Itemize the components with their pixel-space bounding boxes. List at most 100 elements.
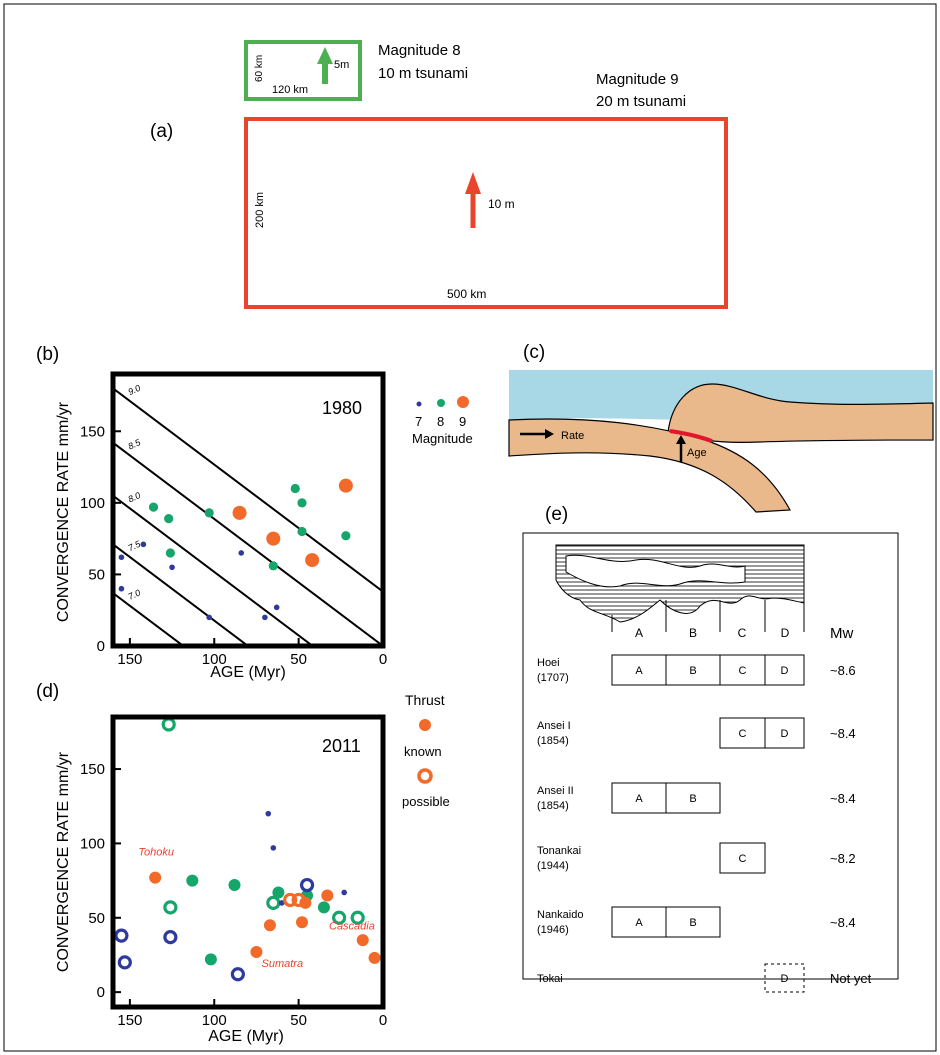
legend-mag8-label: 8 xyxy=(437,414,444,429)
rate-arrow-head xyxy=(545,429,554,439)
data-point-mag8 xyxy=(341,531,351,541)
segment-box-label: D xyxy=(781,728,789,740)
panel-b: (b) 9.08.58.07.57.0 150 100 50 0 050100150 … xyxy=(36,344,473,681)
event-name: Ansei II xyxy=(537,785,574,797)
legend-possible-label: possible xyxy=(402,794,450,809)
segment-box-label: D xyxy=(781,665,789,677)
event-row-hoei: Hoei (1707) A B C D ~8.6 xyxy=(537,654,856,686)
large-slip-label: 10 m xyxy=(488,197,515,211)
legend-title: Magnitude xyxy=(412,431,473,446)
contour-label: 8.0 xyxy=(126,490,142,504)
event-name: Ansei I xyxy=(537,720,571,732)
contour-line xyxy=(113,494,315,646)
data-point-known xyxy=(250,945,263,958)
data-point-green-hollow xyxy=(266,895,281,910)
figure-frame xyxy=(3,3,937,1052)
event-row-nankaido: Nankaido (1946) A B ~8.4 xyxy=(537,906,856,938)
event-name: Nankaido xyxy=(537,909,583,921)
data-point-mag8 xyxy=(164,513,174,524)
event-mw: ~8.2 xyxy=(830,851,856,866)
contour-line xyxy=(113,441,383,646)
d-legend-title: Thrust xyxy=(405,692,445,708)
segment-box-label: C xyxy=(739,853,747,865)
y-tick-label: 0 xyxy=(97,984,105,1001)
large-width-label: 500 km xyxy=(447,287,486,301)
event-year: (1854) xyxy=(537,800,569,812)
data-point-mag8 xyxy=(268,561,278,571)
d-annotations: Tohoku Sumatra Cascadia xyxy=(138,846,375,970)
segment-label-a: A xyxy=(635,626,643,640)
age-arrow-head xyxy=(676,435,686,444)
data-point-mag9 xyxy=(305,553,320,568)
data-point-mag9 xyxy=(266,531,281,546)
data-point-mag8 xyxy=(297,498,307,508)
d-year-label: 2011 xyxy=(322,736,361,756)
data-point-mag7 xyxy=(206,614,212,621)
segment-box-label: A xyxy=(635,917,643,929)
x-tick-label: 50 xyxy=(290,1012,307,1029)
event-mw: ~8.4 xyxy=(830,791,856,806)
event-row-ansei-i: Ansei I (1854) C D ~8.4 xyxy=(537,717,856,749)
e-frame xyxy=(522,532,899,980)
panel-c: (c) Rate Age xyxy=(508,342,934,513)
map-land xyxy=(565,554,746,588)
data-point-mag7 xyxy=(238,550,245,556)
data-point-known xyxy=(296,916,308,929)
small-rupture-subtitle: 10 m tsunami xyxy=(378,65,468,82)
data-point-blue-hollow xyxy=(114,928,129,943)
event-mw: ~8.4 xyxy=(830,915,856,930)
b-plot-frame xyxy=(110,371,386,649)
event-mw: ~8.4 xyxy=(830,726,856,741)
small-slip-label: 5m xyxy=(334,59,349,71)
y-tick-label: 100 xyxy=(80,495,105,512)
data-point-mag7 xyxy=(273,604,280,611)
data-point-blue-small xyxy=(265,810,272,817)
segment-box-label: B xyxy=(689,665,696,677)
small-slip-arrow-head xyxy=(317,47,333,64)
y-tick-label: 100 xyxy=(80,835,105,852)
small-height-label: 60 km xyxy=(254,55,265,82)
data-point-mag8 xyxy=(297,526,307,537)
x-tick-label: 100 xyxy=(202,1012,227,1029)
d-y-axis-label: CONVERGENCE RATE mm/yr xyxy=(55,751,72,972)
contour-line xyxy=(113,387,383,593)
event-year: (1946) xyxy=(537,924,569,936)
data-point-green-solid xyxy=(317,901,330,914)
b-year-label: 1980 xyxy=(322,398,362,418)
b-y-ticks: 0 50 100 150 xyxy=(80,423,121,655)
data-point-known xyxy=(368,951,381,964)
event-mw: ~8.6 xyxy=(830,663,856,678)
data-point-green-hollow xyxy=(163,900,178,915)
d-x-axis-label: AGE (Myr) xyxy=(208,1028,284,1045)
upper-plate xyxy=(667,383,934,443)
d-plot-frame xyxy=(110,714,386,1010)
event-year: (1707) xyxy=(537,672,569,684)
segment-box-label: A xyxy=(635,665,643,677)
data-point-mag7 xyxy=(262,614,268,621)
contour-line xyxy=(113,592,186,646)
panel-b-label: (b) xyxy=(36,344,59,365)
legend-mag7-label: 7 xyxy=(415,414,422,429)
b-legend: 7 8 9 Magnitude xyxy=(412,396,473,446)
map-coastline xyxy=(555,544,805,623)
panel-e: (e) A B C D Mw Hoei (1707) A B C D ~8.6 Ansei I… xyxy=(522,504,899,993)
data-point-blue-hollow xyxy=(117,955,132,970)
y-tick-label: 50 xyxy=(88,566,105,583)
data-point-possible xyxy=(291,892,306,908)
large-slip-arrow-head xyxy=(465,172,481,194)
segment-box-c xyxy=(719,842,766,874)
legend-known-marker xyxy=(419,719,431,731)
segment-box-b xyxy=(665,906,721,938)
event-name: Hoei xyxy=(537,657,560,669)
contour-label: 8.5 xyxy=(126,437,142,452)
event-mw: Not yet xyxy=(830,971,872,986)
small-width-label: 120 km xyxy=(272,84,308,96)
data-point-mag8 xyxy=(165,548,175,558)
data-point-blue-hollow xyxy=(163,930,178,945)
x-tick-label: 150 xyxy=(117,651,142,668)
data-point-mag8 xyxy=(204,508,214,518)
data-point-blue-small xyxy=(341,889,347,896)
contour-line xyxy=(113,543,250,646)
event-name: Tonankai xyxy=(537,845,581,857)
